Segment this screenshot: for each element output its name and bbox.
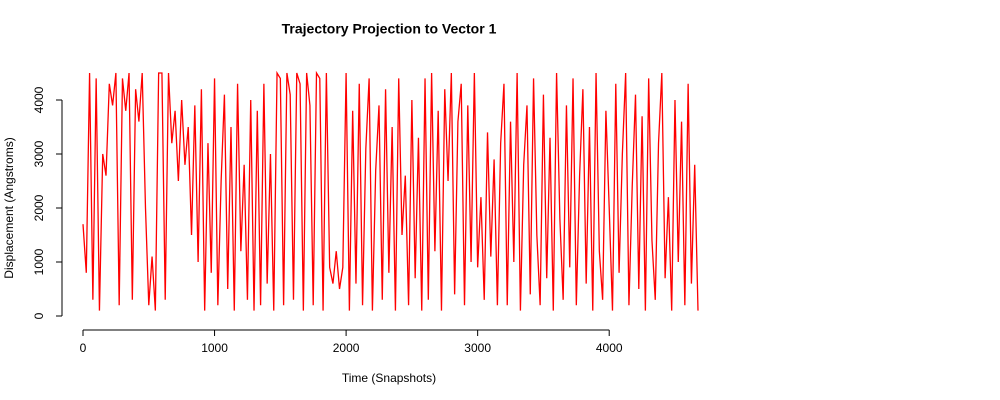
y-tick-label: 1000	[32, 248, 46, 275]
x-tick-label: 0	[80, 341, 87, 355]
x-axis-label: Time (Snapshots)	[342, 371, 436, 385]
y-tick-label: 0	[32, 312, 46, 319]
y-axis-label: Displacement (Angstroms)	[2, 137, 16, 278]
chart-title: Trajectory Projection to Vector 1	[282, 21, 497, 37]
y-tick-label: 4000	[32, 86, 46, 113]
x-tick-label: 4000	[596, 341, 623, 355]
x-tick-label: 1000	[201, 341, 228, 355]
data-line	[82, 70, 699, 311]
y-tick-label: 2000	[32, 194, 46, 221]
x-tick-label: 3000	[464, 341, 491, 355]
y-tick-label: 3000	[32, 140, 46, 167]
x-tick-label: 2000	[333, 341, 360, 355]
